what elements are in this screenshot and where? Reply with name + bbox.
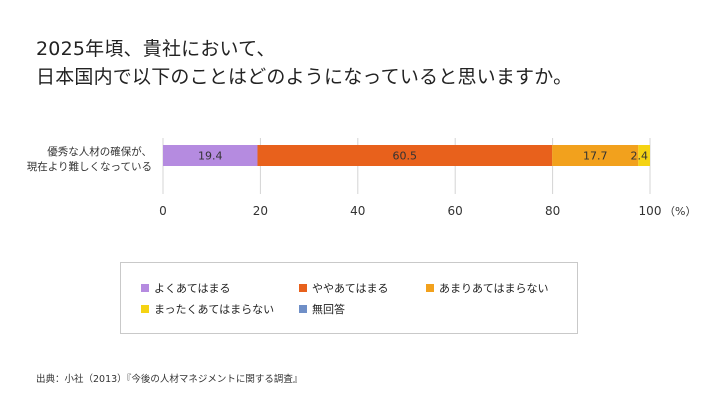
source-note: 出典：小社（2013）『今後の人材マネジメントに関する調査』 [36, 374, 303, 385]
legend-item-4: まったくあてはまらない [141, 301, 274, 317]
legend-swatch-2 [299, 284, 307, 292]
legend-swatch-5 [299, 305, 307, 313]
x-axis-unit: （%） [664, 205, 696, 218]
legend-label-4: まったくあてはまらない [154, 303, 275, 316]
bar-segments [163, 145, 650, 166]
category-label-line-2: 現在より難しくなっている [26, 161, 152, 173]
legend-item-5: 無回答 [299, 301, 345, 317]
x-tick-label-100: 100 [639, 204, 662, 218]
legend: よくあてはまる ややあてはまる あまりあてはまらない まったくあてはまらない 無… [120, 262, 578, 334]
legend-label-5: 無回答 [312, 303, 345, 316]
data-labels: 19.4 60.5 17.7 2.4 [198, 150, 648, 163]
chart-title-line-2: 日本国内で以下のことはどのようになっていると思いますか。 [36, 66, 573, 88]
data-label-3: 17.7 [583, 150, 608, 163]
legend-item-3: あまりあてはまらない [426, 280, 549, 296]
legend-swatch-1 [141, 284, 149, 292]
legend-label-1: よくあてはまる [154, 282, 231, 295]
data-label-1: 19.4 [198, 150, 223, 163]
chart-title-line-1: 2025年頃、貴社において、 [36, 38, 276, 60]
x-tick-label-20: 20 [253, 204, 268, 218]
category-label-line-1: 優秀な人材の確保が、 [47, 146, 152, 158]
bar-segment-3 [552, 145, 639, 166]
x-axis-ticks: 0 20 40 60 80 100 （%） [159, 204, 696, 218]
x-tick-label-40: 40 [350, 204, 365, 218]
data-label-4: 2.4 [631, 150, 649, 163]
bar-segment-2 [257, 145, 553, 166]
legend-label-2: ややあてはまる [312, 282, 389, 295]
legend-item-1: よくあてはまる [141, 280, 231, 296]
data-label-2: 60.5 [393, 150, 418, 163]
stacked-bar-chart: 19.4 60.5 17.7 2.4 0 20 40 60 80 100 （%） [159, 138, 696, 218]
x-tick-label-60: 60 [448, 204, 463, 218]
x-tick-label-0: 0 [159, 204, 167, 218]
legend-swatch-4 [141, 305, 149, 313]
legend-label-3: あまりあてはまらない [439, 282, 549, 295]
legend-swatch-3 [426, 284, 434, 292]
bar-segment-4 [638, 145, 650, 166]
legend-item-2: ややあてはまる [299, 280, 389, 296]
bar-segment-1 [163, 145, 258, 166]
x-tick-label-80: 80 [545, 204, 560, 218]
